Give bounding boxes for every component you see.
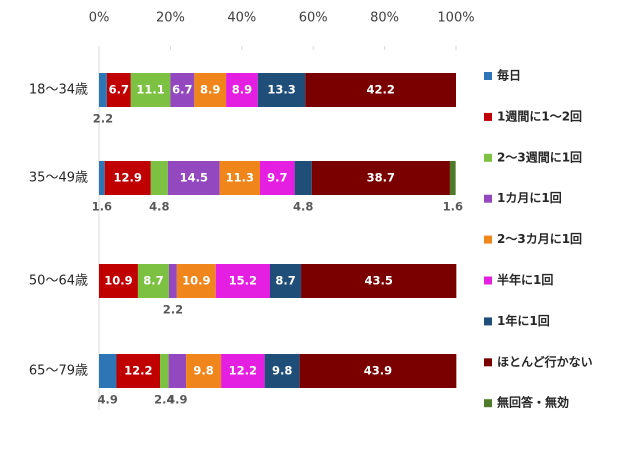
bar-segment [168,354,187,388]
data-label: 8.7 [275,274,295,288]
bar-segment [104,161,151,195]
bar-segment [150,161,168,195]
bar-segment [167,161,220,195]
data-label: 2.2 [93,112,113,126]
data-label: 9.8 [272,364,292,378]
legend-swatch [484,153,492,162]
bar-segment [270,264,302,298]
data-label: 9.7 [267,171,287,185]
x-tick-label: 60% [299,11,328,26]
data-label: 9.8 [193,364,213,378]
data-label: 11.1 [136,83,164,97]
legend-swatch [484,72,492,80]
legend-label: 2～3カ月に1回 [497,232,582,246]
data-label: 1.6 [443,200,463,214]
data-label: 15.2 [229,274,257,288]
data-label: 13.3 [267,83,295,97]
bar-segment [186,354,222,388]
data-label: 38.7 [367,171,395,185]
bar-segment [305,73,456,107]
legend-label: ほとんど行かない [497,354,593,369]
data-label: 6.7 [172,83,192,97]
bar-segment [299,354,457,388]
legend-swatch [484,317,492,326]
bar-segment [226,73,258,107]
bar-segment [260,161,295,195]
data-label: 12.2 [124,364,152,378]
category-label: 65～79歳 [29,364,88,379]
data-label: 12.9 [114,171,142,185]
x-tick-label: 40% [227,11,256,26]
bar-segment [219,161,261,195]
legend-swatch [484,276,492,285]
data-label: 8.9 [200,83,220,97]
category-label: 35～49歳 [29,171,88,186]
bar-segment [264,354,300,388]
x-tick-label: 100% [437,11,474,26]
legend-swatch [484,358,492,367]
data-label: 8.9 [232,83,252,97]
data-label: 4.9 [167,393,187,407]
bar-segment [194,73,227,107]
bar-segment [311,161,450,195]
bar-segment [106,73,131,107]
legend-label: 1年に1回 [497,313,550,328]
bar-segment [99,264,138,298]
bar-segment [168,264,177,298]
data-label: 4.8 [293,200,313,214]
data-label: 11.3 [226,171,254,185]
bar-segment [99,73,107,107]
legend-label: 1週間に1～2回 [497,108,582,123]
data-label: 6.7 [109,83,129,97]
legend-swatch [484,399,492,408]
category-label: 50～64歳 [29,274,88,289]
legend-label: 半年に1回 [497,272,553,287]
data-label: 8.7 [143,274,163,288]
data-label: 4.8 [149,200,169,214]
data-label: 2.2 [163,303,183,317]
bar-segment [116,354,161,388]
bar-segment [170,73,195,107]
bar-segment [257,73,306,107]
legend-label: 1カ月に1回 [497,191,562,205]
bar-segment [99,161,105,195]
legend-swatch [484,112,492,121]
x-tick-label: 0% [89,11,110,26]
bar-segment [221,354,265,388]
category-label: 18～34歳 [29,83,88,98]
legend-label: 毎日 [497,68,521,83]
data-label: 43.9 [364,364,392,378]
legend-swatch [484,194,492,203]
bar-segment [215,264,271,298]
data-label: 1.6 [92,200,112,214]
bar-segment [176,264,216,298]
data-label: 10.9 [182,274,210,288]
legend-swatch [484,235,492,244]
bar-segment [99,354,117,388]
bar-segment [449,161,456,195]
bar-segment [294,161,312,195]
data-label: 12.2 [229,364,257,378]
x-tick-label: 20% [156,11,185,26]
data-label: 43.5 [365,274,393,288]
bar-segment [130,73,171,107]
legend-label: 2～3週間に1回 [497,149,582,164]
data-label: 10.9 [104,274,132,288]
bar-segment [137,264,169,298]
bar-segment [301,264,457,298]
legend-label: 無回答・無効 [497,395,569,410]
bar-segment [160,354,169,388]
data-label: 4.9 [98,393,118,407]
data-label: 42.2 [366,83,394,97]
data-label: 2.4 [154,393,174,407]
data-label: 14.5 [180,171,208,185]
x-tick-label: 80% [370,11,399,26]
